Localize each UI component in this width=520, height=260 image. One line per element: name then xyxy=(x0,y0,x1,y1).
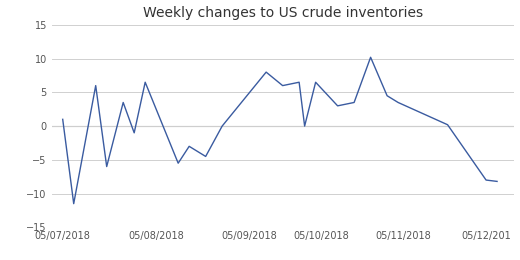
Title: Weekly changes to US crude inventories: Weekly changes to US crude inventories xyxy=(142,5,423,19)
